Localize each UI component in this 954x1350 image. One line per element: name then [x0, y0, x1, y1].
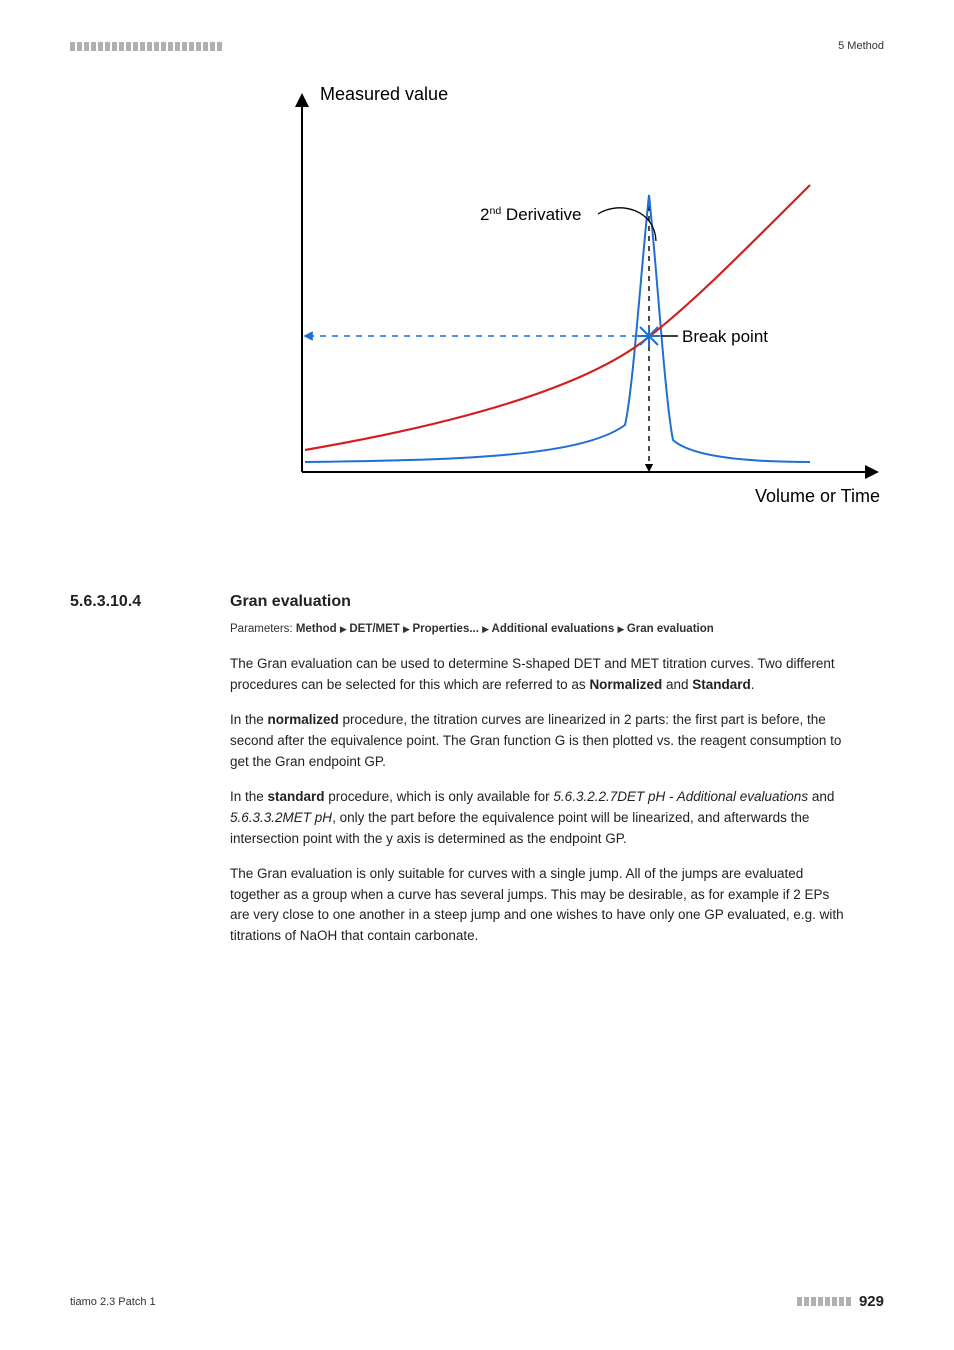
- param-gran: Gran evaluation: [627, 623, 714, 635]
- chevron-right-icon: ▶: [617, 624, 626, 634]
- text: .: [751, 677, 755, 692]
- header-section-label: 5 Method: [838, 40, 884, 52]
- text: procedure, which is only available for: [325, 789, 554, 804]
- section-title: Gran evaluation: [230, 593, 351, 611]
- svg-text:Measured value: Measured value: [320, 84, 448, 104]
- page-footer: tiamo 2.3 Patch 1 929: [70, 1293, 884, 1310]
- param-additional: Additional evaluations: [492, 623, 615, 635]
- text: and: [808, 789, 834, 804]
- paragraph-3: In the standard procedure, which is only…: [230, 787, 850, 850]
- paragraph-1: The Gran evaluation can be used to deter…: [230, 654, 850, 696]
- param-method: Method: [296, 623, 337, 635]
- svg-text:2nd Derivative: 2nd Derivative: [480, 205, 582, 224]
- chevron-right-icon: ▶: [482, 624, 491, 634]
- text-bold: Standard: [692, 677, 751, 692]
- paragraph-4: The Gran evaluation is only suitable for…: [230, 864, 850, 948]
- chart-svg: Measured value Volume or Time 2nd Derivati…: [250, 80, 890, 540]
- paragraph-2: In the normalized procedure, the titrati…: [230, 710, 850, 773]
- parameters-breadcrumb: Parameters: Method ▶ DET/MET ▶ Propertie…: [230, 621, 850, 638]
- section-number: 5.6.3.10.4: [70, 593, 230, 611]
- page-header: 5 Method: [70, 40, 884, 52]
- param-detmet: DET/MET: [349, 623, 399, 635]
- breakpoint-chart: Measured value Volume or Time 2nd Derivati…: [250, 80, 890, 545]
- footer-ornament-bars: [797, 1297, 851, 1306]
- text: In the: [230, 712, 268, 727]
- param-prefix: Parameters:: [230, 623, 296, 635]
- chevron-right-icon: ▶: [340, 624, 349, 634]
- text-italic: 5.6.3.2.2.7DET pH - Additional evaluatio…: [553, 789, 808, 804]
- footer-right: 929: [797, 1293, 884, 1310]
- section-heading-row: 5.6.3.10.4 Gran evaluation: [70, 593, 884, 611]
- text-bold: normalized: [268, 712, 339, 727]
- param-properties: Properties...: [412, 623, 478, 635]
- text-italic: 5.6.3.3.2MET pH: [230, 810, 332, 825]
- text: and: [662, 677, 692, 692]
- footer-page-number: 929: [859, 1293, 884, 1310]
- text-bold: Normalized: [589, 677, 662, 692]
- header-ornament-bars: [70, 42, 222, 51]
- body-column: Parameters: Method ▶ DET/MET ▶ Propertie…: [230, 621, 850, 947]
- svg-text:Volume or Time: Volume or Time: [755, 486, 880, 506]
- text-bold: standard: [268, 789, 325, 804]
- svg-text:Break point: Break point: [682, 327, 768, 346]
- text: In the: [230, 789, 268, 804]
- footer-product: tiamo 2.3 Patch 1: [70, 1296, 156, 1308]
